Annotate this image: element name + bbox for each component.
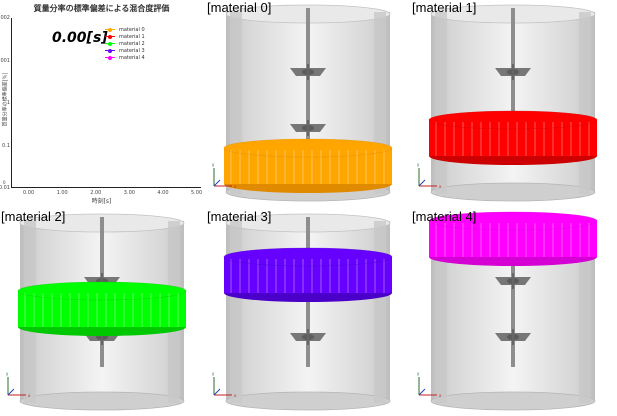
legend-label: material 4 — [119, 54, 145, 61]
axis-label-x: x — [234, 184, 237, 189]
baffle-right — [374, 221, 386, 403]
tank-bottom — [225, 391, 391, 411]
legend-swatch — [105, 34, 115, 39]
x-tick-label: 2.00 — [90, 190, 102, 196]
axis-label-y: y — [212, 162, 215, 167]
x-tick-label: 3.00 — [123, 190, 135, 196]
material-band — [428, 110, 598, 165]
mixer-scene: xy — [212, 213, 393, 411]
panel-title: [material 4] — [412, 209, 477, 224]
axes-gizmo: xy — [6, 371, 31, 398]
tank-bottom — [19, 391, 185, 411]
baffle-right — [579, 221, 591, 403]
axis-label-y: y — [6, 371, 9, 376]
axis-label-x: x — [234, 393, 237, 398]
impeller — [495, 329, 531, 345]
baffle-left — [435, 12, 447, 194]
mixing-chart-panel: 質量分率の標準偏差による混合度評価 0.00[s] material 0 mate… — [0, 0, 203, 206]
axis-label-y: y — [417, 371, 420, 376]
y-tick-label: 0.1 — [2, 142, 10, 149]
chart-legend: material 0 material 1 material 2 material 3… — [105, 26, 145, 61]
impeller — [495, 64, 531, 80]
legend-swatch — [105, 27, 115, 32]
panel-title: [material 0] — [207, 0, 272, 15]
x-axis-line — [11, 187, 201, 188]
time-readout: 0.00[s] — [52, 30, 108, 46]
axis-label-x: x — [28, 393, 31, 398]
impeller — [495, 273, 531, 289]
legend-label: material 1 — [119, 33, 145, 40]
y-axis-line — [11, 18, 12, 188]
baffle-right — [579, 12, 591, 194]
baffle-left — [230, 221, 242, 403]
axis-label-x: x — [439, 393, 442, 398]
axes-gizmo: xy — [417, 371, 442, 398]
material-band — [223, 138, 393, 193]
mixer-scene: xy — [6, 213, 187, 411]
baffle-left — [435, 221, 447, 403]
panel-title: [material 2] — [1, 209, 66, 224]
legend-label: material 0 — [119, 26, 145, 33]
impeller-shaft — [511, 8, 515, 158]
x-tick-label: 1.00 — [56, 190, 68, 196]
material-band — [428, 211, 598, 266]
legend-item: material 4 — [105, 54, 145, 61]
tank-bottom — [430, 182, 596, 202]
panel-title: [material 1] — [412, 0, 477, 15]
legend-label: material 2 — [119, 40, 145, 47]
x-axis-label: 時刻[s] — [91, 198, 112, 205]
axes-gizmo: xy — [212, 162, 237, 189]
panel-title: [material 3] — [207, 209, 272, 224]
chart-title: 質量分率の標準偏差による混合度評価 — [33, 4, 170, 13]
y-tick-label: 0.01 — [0, 185, 10, 191]
legend-swatch — [105, 55, 115, 60]
material-band — [17, 281, 187, 336]
legend-item: material 0 — [105, 26, 145, 33]
axes-gizmo: xy — [417, 162, 442, 189]
axis-origin-label: 0 — [3, 180, 6, 185]
impeller — [290, 329, 326, 345]
y-tick-label: 1e+002 — [0, 15, 10, 21]
axis-label-x: x — [439, 184, 442, 189]
legend-item: material 2 — [105, 40, 145, 47]
tank-bottom — [430, 391, 596, 411]
mixer-scene: xy — [417, 211, 598, 411]
legend-swatch — [105, 41, 115, 46]
y-tick-label: 1 — [6, 100, 10, 106]
impeller — [290, 120, 326, 136]
mixer-scene: xy — [212, 4, 393, 202]
axis-label-y: y — [417, 162, 420, 167]
x-tick-label: 5.00 — [191, 190, 203, 196]
legend-item: material 1 — [105, 33, 145, 40]
axis-label-y: y — [212, 371, 215, 376]
mixer-scene: xy — [417, 4, 598, 202]
legend-item: material 3 — [105, 47, 145, 54]
impeller-shaft — [511, 217, 515, 367]
legend-swatch — [105, 48, 115, 53]
legend-label: material 3 — [119, 47, 145, 54]
y-tick-label: 1e+001 — [0, 57, 10, 64]
impeller-shaft — [306, 8, 310, 158]
material-band — [223, 247, 393, 302]
axes-gizmo: xy — [212, 371, 237, 398]
x-tick-label: 4.00 — [157, 190, 169, 196]
chart-plot-area — [11, 18, 201, 188]
x-tick-label: 0.00 — [23, 190, 35, 196]
impeller — [290, 64, 326, 80]
